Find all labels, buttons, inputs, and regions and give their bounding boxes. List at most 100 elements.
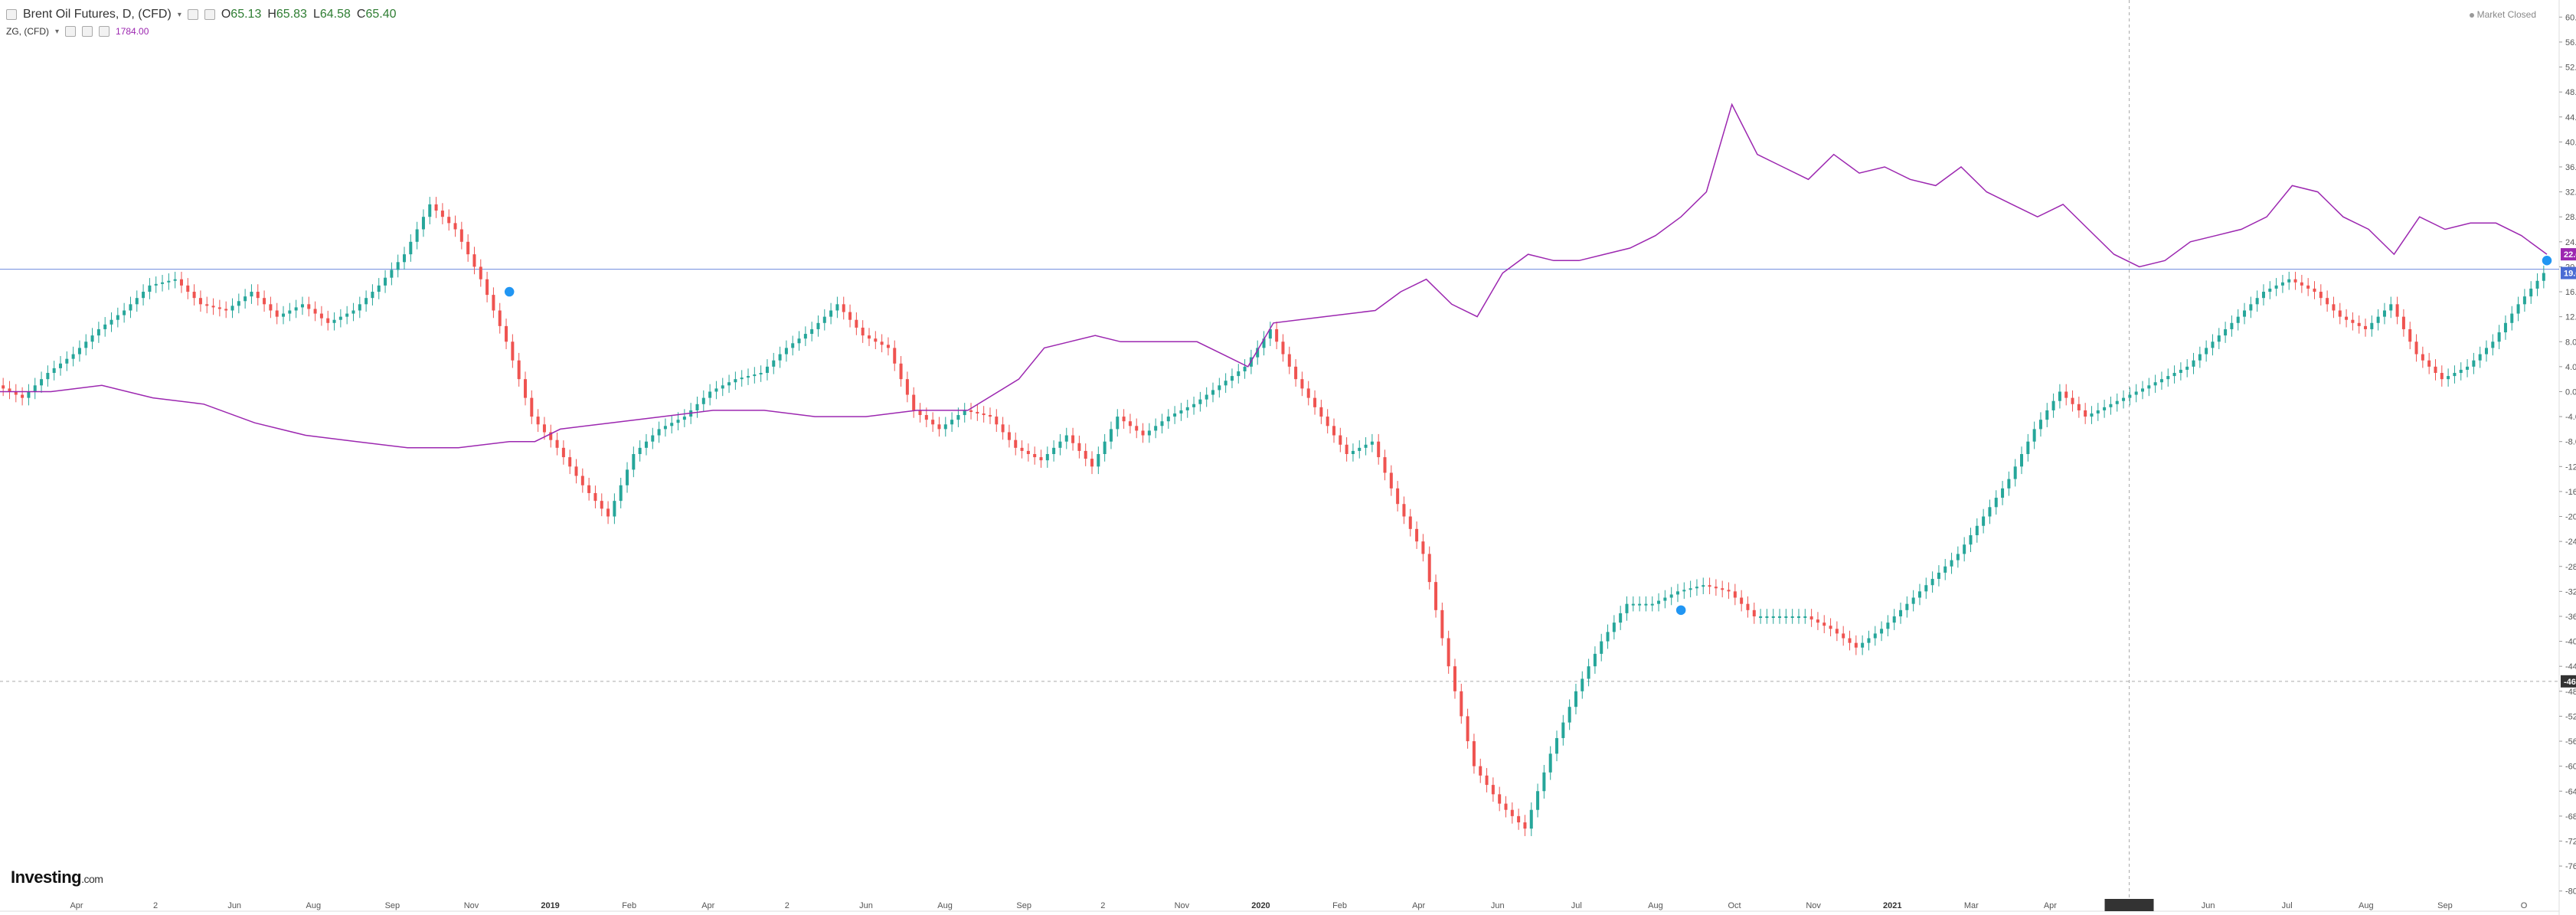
candle-body [237, 301, 240, 306]
candle-body [1943, 566, 1947, 573]
candle-body [1880, 629, 1884, 634]
candle-body [447, 217, 451, 224]
candle-body [1600, 641, 1603, 654]
candle-body [90, 335, 94, 342]
candle-body [364, 298, 368, 305]
candle-body [816, 322, 820, 329]
tag-label: 22.63% [2564, 250, 2576, 260]
candle-body [1491, 785, 1495, 795]
settings-icon[interactable] [82, 26, 93, 37]
y-tick-label: -44.00% [2565, 662, 2576, 672]
candle-body [2497, 332, 2501, 342]
y-tick-label: -48.00% [2565, 688, 2576, 697]
candle-body [1702, 585, 1705, 587]
candle-body [574, 466, 578, 476]
candle-body [734, 379, 737, 383]
candle-body [2389, 304, 2393, 311]
candle-body [549, 432, 553, 440]
main-symbol-label[interactable]: Brent Oil Futures, D, (CFD) [23, 8, 172, 21]
candle-body [1109, 429, 1113, 442]
candle-body [2466, 366, 2470, 370]
candle-body [1097, 454, 1100, 467]
candle-body [2485, 348, 2489, 355]
market-status: Market Closed [2469, 9, 2536, 20]
x-tick-label: Feb [1332, 901, 1347, 910]
y-tick-label: -36.00% [2565, 613, 2576, 622]
candle-body [765, 366, 769, 374]
candle-body [307, 304, 311, 309]
candle-body [1708, 585, 1711, 587]
candle-body [1230, 376, 1234, 381]
visibility-toggle-icon[interactable] [65, 26, 77, 37]
candle-body [988, 415, 992, 417]
x-tick-label: 2021 [1883, 901, 1901, 910]
candle-body [2516, 304, 2520, 314]
candle-body [21, 394, 25, 398]
candle-body [1294, 366, 1298, 380]
candle-body [403, 254, 407, 263]
y-tick-label: 16.00% [2565, 288, 2576, 297]
candle-body [511, 341, 515, 361]
x-tick-label: Sep [1016, 901, 1031, 910]
candle-body [2459, 369, 2463, 374]
candle-body [708, 391, 712, 398]
candle-body [173, 279, 177, 281]
candle-body [810, 328, 814, 335]
candle-body [103, 324, 107, 329]
collapse-legend-button[interactable] [6, 9, 17, 20]
candle-body [1116, 417, 1120, 430]
candle-body [1746, 603, 1750, 610]
candle-body [1669, 594, 1673, 598]
candle-body [1771, 616, 1775, 618]
settings-icon[interactable] [204, 9, 215, 20]
compare-symbol-label[interactable]: ZG, (CFD) [6, 26, 49, 37]
candle-body [351, 310, 355, 314]
x-tick-label: Jun [1491, 901, 1505, 910]
y-tick-label: -32.00% [2565, 587, 2576, 596]
candle-body [1924, 585, 1928, 592]
candle-body [1956, 554, 1960, 560]
candle-body [2382, 310, 2386, 317]
candle-body [1536, 791, 1540, 810]
y-tick-label: 4.00% [2565, 363, 2576, 372]
candle-body [33, 385, 37, 392]
x-tick-label: Nov [464, 901, 479, 910]
last-value-tag: 22.63% [2561, 248, 2576, 261]
candle-body [1905, 603, 1909, 610]
candle-body [1733, 591, 1737, 598]
candle-body [1568, 707, 1571, 723]
chevron-down-icon[interactable]: ▾ [177, 10, 181, 19]
candle-body [1822, 623, 1826, 626]
x-tick-label: Apr [1412, 901, 1425, 910]
candle-body [1198, 399, 1202, 404]
candle-body [1472, 741, 1476, 766]
candle-body [2103, 407, 2107, 410]
event-marker-icon[interactable] [503, 286, 515, 298]
candle-body [1612, 623, 1616, 632]
event-marker-icon[interactable] [1675, 604, 1687, 616]
chevron-down-icon[interactable]: ▾ [55, 27, 60, 36]
candle-body [1154, 426, 1158, 431]
candle-body [2077, 404, 2081, 410]
candle-body [982, 413, 986, 416]
visibility-toggle-icon[interactable] [187, 9, 198, 20]
candle-body [1548, 753, 1552, 773]
ohlc-label: L [312, 8, 320, 21]
candle-body [638, 447, 642, 454]
candle-body [2268, 288, 2272, 292]
tag-label: -46.41 [2564, 678, 2576, 687]
remove-icon[interactable] [99, 26, 110, 37]
candle-body [2503, 322, 2507, 333]
candle-body [466, 241, 470, 255]
x-tick-label: O [2521, 901, 2528, 910]
y-tick-label: -8.00% [2565, 438, 2576, 447]
event-marker-icon[interactable] [2541, 254, 2553, 267]
candle-body [2172, 373, 2176, 377]
y-tick-label: -12.00% [2565, 462, 2576, 472]
candle-body [1058, 441, 1062, 448]
candle-body [861, 327, 865, 336]
candle-body [2140, 388, 2144, 392]
candle-body [2364, 325, 2368, 329]
candle-body [2408, 328, 2412, 342]
